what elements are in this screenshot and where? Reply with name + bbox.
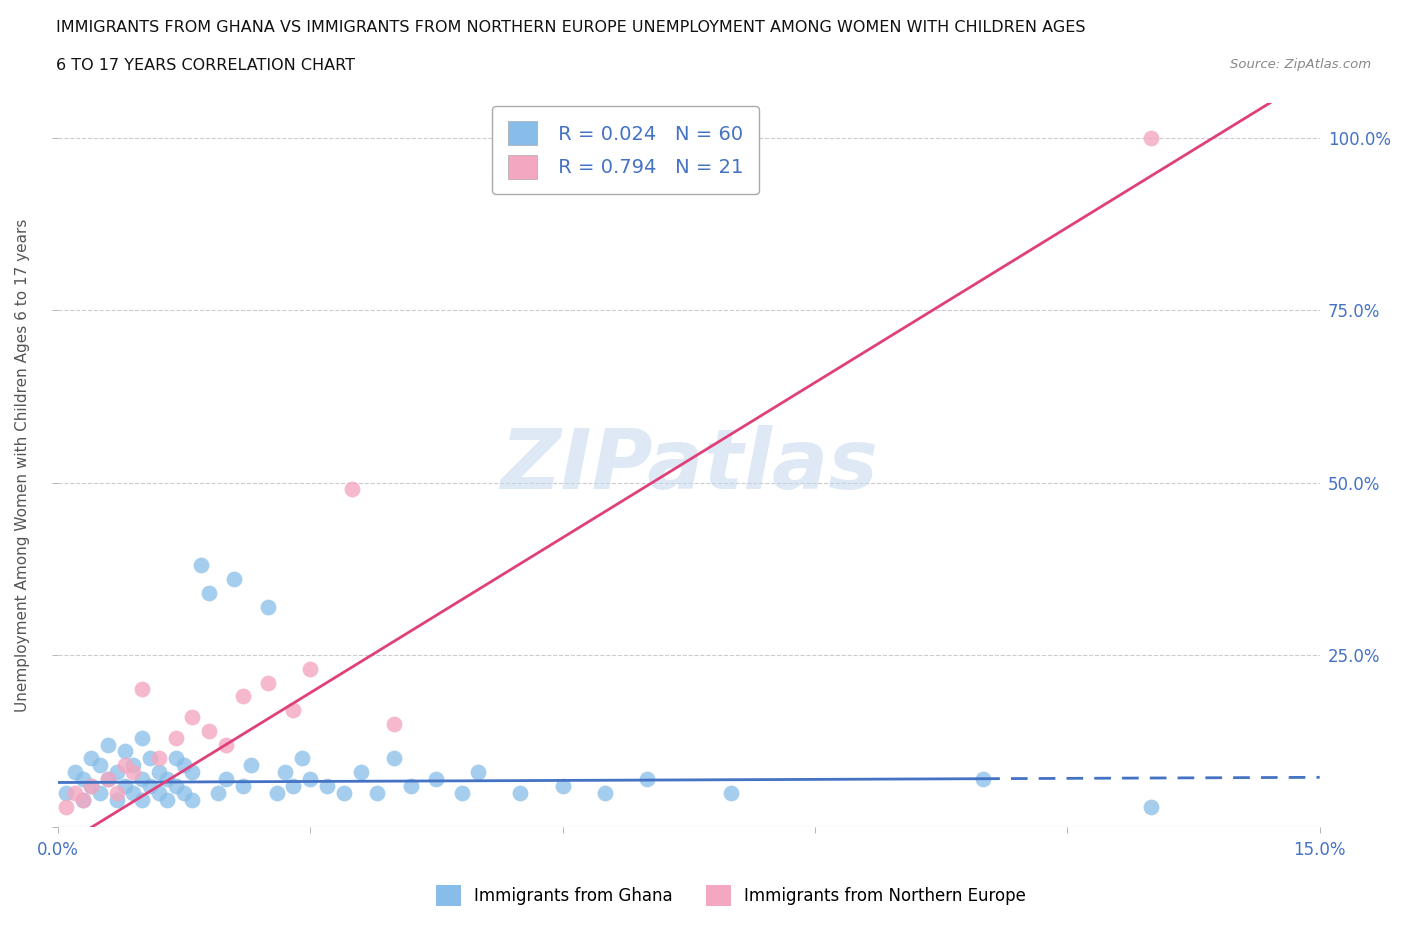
Point <box>257 599 280 614</box>
Point <box>215 737 238 752</box>
Point <box>181 764 204 779</box>
Point <box>114 778 136 793</box>
Point <box>89 786 111 801</box>
Point <box>240 758 263 773</box>
Point <box>551 778 574 793</box>
Point <box>425 772 447 787</box>
Point <box>122 764 145 779</box>
Point <box>156 772 179 787</box>
Point <box>291 751 314 765</box>
Point <box>190 558 212 573</box>
Point <box>509 786 531 801</box>
Point <box>274 764 297 779</box>
Point <box>131 730 153 745</box>
Point <box>299 661 322 676</box>
Point <box>72 772 94 787</box>
Point <box>198 586 221 601</box>
Point <box>366 786 388 801</box>
Point <box>131 772 153 787</box>
Point <box>316 778 339 793</box>
Point <box>72 792 94 807</box>
Point <box>114 758 136 773</box>
Point <box>198 724 221 738</box>
Point <box>720 786 742 801</box>
Point <box>122 786 145 801</box>
Point <box>173 758 195 773</box>
Point <box>165 730 187 745</box>
Point <box>165 778 187 793</box>
Point <box>80 751 103 765</box>
Point <box>972 772 994 787</box>
Point <box>382 716 405 731</box>
Point <box>148 764 170 779</box>
Point <box>224 572 246 587</box>
Point <box>399 778 422 793</box>
Point <box>80 778 103 793</box>
Point <box>148 751 170 765</box>
Point <box>636 772 658 787</box>
Point <box>467 764 489 779</box>
Point <box>89 758 111 773</box>
Point <box>131 792 153 807</box>
Point <box>55 786 77 801</box>
Point <box>283 778 305 793</box>
Text: ZIPatlas: ZIPatlas <box>499 425 877 506</box>
Point <box>382 751 405 765</box>
Point <box>232 689 254 704</box>
Point <box>131 682 153 697</box>
Point <box>165 751 187 765</box>
Point <box>105 786 128 801</box>
Y-axis label: Unemployment Among Women with Children Ages 6 to 17 years: Unemployment Among Women with Children A… <box>15 219 30 712</box>
Point <box>97 772 120 787</box>
Text: Source: ZipAtlas.com: Source: ZipAtlas.com <box>1230 58 1371 71</box>
Text: 6 TO 17 YEARS CORRELATION CHART: 6 TO 17 YEARS CORRELATION CHART <box>56 58 356 73</box>
Point <box>1140 799 1163 814</box>
Point <box>72 792 94 807</box>
Point <box>139 778 162 793</box>
Point <box>1140 130 1163 145</box>
Point <box>63 764 86 779</box>
Point <box>105 792 128 807</box>
Legend: Immigrants from Ghana, Immigrants from Northern Europe: Immigrants from Ghana, Immigrants from N… <box>429 879 1033 912</box>
Legend:  R = 0.024   N = 60,  R = 0.794   N = 21: R = 0.024 N = 60, R = 0.794 N = 21 <box>492 106 759 194</box>
Point <box>105 764 128 779</box>
Point <box>450 786 472 801</box>
Point <box>80 778 103 793</box>
Point <box>283 703 305 718</box>
Point <box>114 744 136 759</box>
Point <box>299 772 322 787</box>
Point <box>148 786 170 801</box>
Point <box>266 786 288 801</box>
Point <box>349 764 371 779</box>
Point <box>181 792 204 807</box>
Text: IMMIGRANTS FROM GHANA VS IMMIGRANTS FROM NORTHERN EUROPE UNEMPLOYMENT AMONG WOME: IMMIGRANTS FROM GHANA VS IMMIGRANTS FROM… <box>56 20 1085 35</box>
Point <box>593 786 616 801</box>
Point <box>97 737 120 752</box>
Point <box>55 799 77 814</box>
Point <box>173 786 195 801</box>
Point <box>342 482 364 497</box>
Point <box>156 792 179 807</box>
Point <box>333 786 356 801</box>
Point <box>215 772 238 787</box>
Point <box>63 786 86 801</box>
Point <box>207 786 229 801</box>
Point <box>257 675 280 690</box>
Point <box>232 778 254 793</box>
Point <box>122 758 145 773</box>
Point <box>181 710 204 724</box>
Point <box>139 751 162 765</box>
Point <box>97 772 120 787</box>
